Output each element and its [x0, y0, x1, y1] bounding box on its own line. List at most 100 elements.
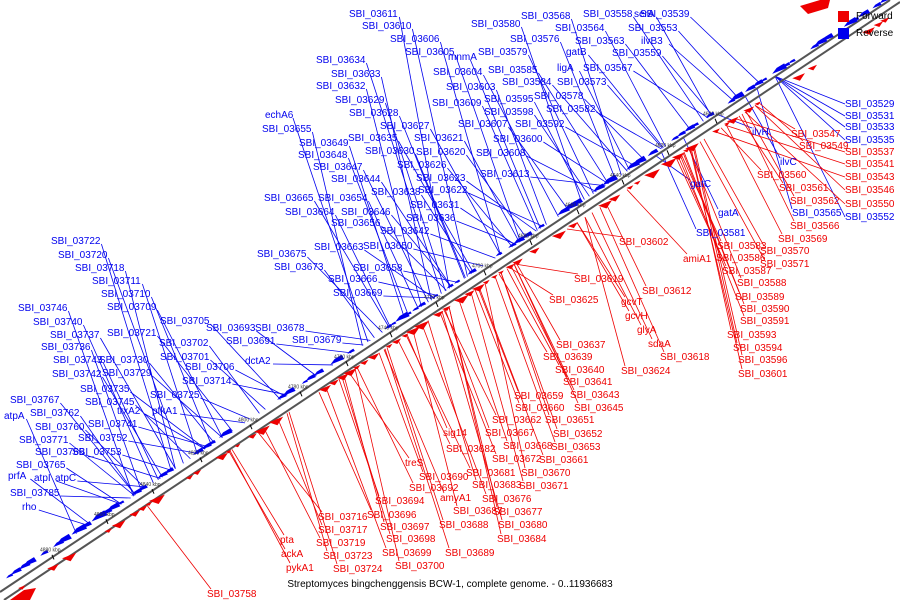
reverse-gene-arrow	[454, 279, 461, 284]
forward-gene-arrow	[247, 433, 257, 439]
reverse-gene-arrow	[192, 447, 204, 456]
kbp-tick-mark	[51, 554, 55, 560]
reverse-leader-line	[538, 72, 609, 185]
reverse-leader-line	[579, 70, 630, 171]
reverse-leader-line	[565, 126, 636, 167]
reverse-gene-arrow	[677, 130, 687, 137]
forward-gene-label: SBI_03651	[545, 415, 595, 426]
reverse-leader-line	[381, 181, 452, 288]
reverse-gene-label: SBI_03678	[255, 323, 305, 334]
reverse-leader-line	[391, 214, 452, 288]
reverse-gene-arrow	[56, 533, 72, 545]
reverse-gene-arrow	[705, 111, 715, 119]
reverse-gene-arrow	[467, 268, 477, 275]
reverse-gene-label: SBI_03673	[274, 262, 324, 273]
forward-gene-label: SBI_03671	[519, 481, 569, 492]
reverse-gene-label: prfA	[8, 471, 27, 482]
forward-gene-label: SBI_03570	[760, 246, 810, 257]
forward-gene-label: SBI_03591	[740, 316, 790, 327]
reverse-gene-label: SBI_03762	[30, 408, 80, 419]
kbp-tick-mark	[151, 488, 155, 494]
reverse-gene-label: SBI_03646	[341, 207, 391, 218]
reverse-gene-label: SBI_03553	[628, 23, 678, 34]
forward-gene-label: SBI_03619	[574, 274, 624, 285]
reverse-gene-label: SBI_03595	[484, 94, 534, 105]
reverse-leader-line	[305, 330, 371, 341]
reverse-gene-arrow	[782, 62, 791, 68]
forward-gene-arrow	[192, 469, 202, 475]
reverse-leader-line	[103, 362, 159, 480]
forward-gene-arrow	[10, 588, 36, 600]
reverse-leader-line	[774, 75, 846, 128]
reverse-leader-line	[60, 402, 136, 496]
reverse-leader-line	[256, 330, 317, 377]
reverse-gene-arrow	[218, 428, 233, 438]
reverse-gene-label: SBI_03628	[349, 108, 399, 119]
forward-gene-arrow	[353, 364, 361, 370]
forward-gene-label: SBI_03612	[642, 286, 692, 297]
reverse-gene-label: SBI_03644	[331, 174, 381, 185]
forward-gene-label: gcvH	[625, 311, 648, 322]
reverse-gene-label: SBI_03582	[546, 104, 596, 115]
forward-gene-label: SBI_03719	[316, 538, 366, 549]
kbp-tick-mark	[199, 457, 203, 463]
reverse-gene-label: SBI_03649	[299, 138, 349, 149]
reverse-gene-label: SBI_03767	[10, 395, 60, 406]
reverse-gene-label: SBI_03565	[792, 208, 842, 219]
forward-leader-line	[325, 387, 387, 549]
forward-gene-label: SBI_03690	[419, 472, 469, 483]
forward-gene-label: gcvT	[621, 297, 643, 308]
forward-gene-label: SBI_03601	[738, 369, 788, 380]
forward-leader-line	[591, 212, 653, 340]
forward-gene-label: SBI_03653	[551, 442, 601, 453]
kbp-tick-mark	[249, 424, 253, 430]
kbp-ticks: 4600 kbp 4620 kbp 4640 kbp 4660 kbp 4680 kbp…	[40, 112, 724, 560]
reverse-leader-line	[77, 480, 148, 488]
forward-leader-line	[228, 451, 286, 550]
reverse-gene-label: SBI_03736	[41, 342, 91, 353]
reverse-leader-line	[378, 281, 439, 297]
kbp-tick-label: 4640 kbp	[610, 173, 631, 179]
forward-gene-label: SBI_03716	[318, 512, 368, 523]
reverse-leader-line	[455, 54, 521, 242]
forward-gene-label: SBI_03659	[514, 391, 564, 402]
reverse-gene-arrow	[137, 484, 148, 492]
reverse-gene-label: SBI_03633	[331, 69, 381, 80]
reverse-gene-label: SBI_03636	[406, 213, 456, 224]
reverse-gene-arrow	[117, 500, 125, 506]
reverse-leader-line	[91, 349, 142, 492]
reverse-gene-label: gatC	[690, 179, 711, 190]
reverse-gene-label: SBI_03702	[159, 338, 209, 349]
forward-leader-line	[500, 272, 550, 416]
forward-leader-line	[146, 505, 212, 590]
reverse-gene-arrow	[760, 77, 768, 83]
reverse-leader-line	[464, 140, 520, 243]
forward-gene-arrow	[723, 121, 731, 126]
reverse-gene-label: SBI_03655	[262, 124, 312, 135]
reverse-gene-arrow	[412, 306, 419, 312]
reverse-gene-label: SBI_03765	[16, 460, 66, 471]
reverse-leader-line	[447, 167, 513, 248]
forward-leader-line	[421, 324, 487, 495]
strand-legend: Forward Reverse	[838, 8, 893, 42]
forward-gene-arrow	[454, 294, 469, 304]
forward-gene-label: SBI_03543	[845, 172, 895, 183]
reverse-gene-arrow	[384, 323, 393, 330]
forward-gene-arrow	[497, 270, 504, 274]
reverse-gene-arrow	[390, 321, 397, 326]
reverse-leader-line	[385, 102, 446, 292]
reverse-gene-arrow	[631, 155, 647, 167]
reverse-leader-line	[528, 54, 594, 194]
forward-gene-label: amiA1	[683, 254, 712, 265]
reverse-gene-label: SBI_03567	[583, 63, 633, 74]
reverse-gene-label: rho	[22, 502, 37, 513]
legend-reverse-label: Reverse	[856, 28, 894, 39]
forward-gene-arrow	[343, 368, 357, 376]
reverse-leader-line	[232, 383, 288, 396]
reverse-leader-line	[383, 295, 435, 299]
forward-gene-label: SBI_03590	[740, 304, 790, 315]
forward-gene-label: SBI_03698	[386, 534, 436, 545]
reverse-gene-arrow	[207, 439, 216, 446]
reverse-leader-line	[756, 87, 793, 210]
forward-gene-label: amyA1	[440, 493, 472, 504]
